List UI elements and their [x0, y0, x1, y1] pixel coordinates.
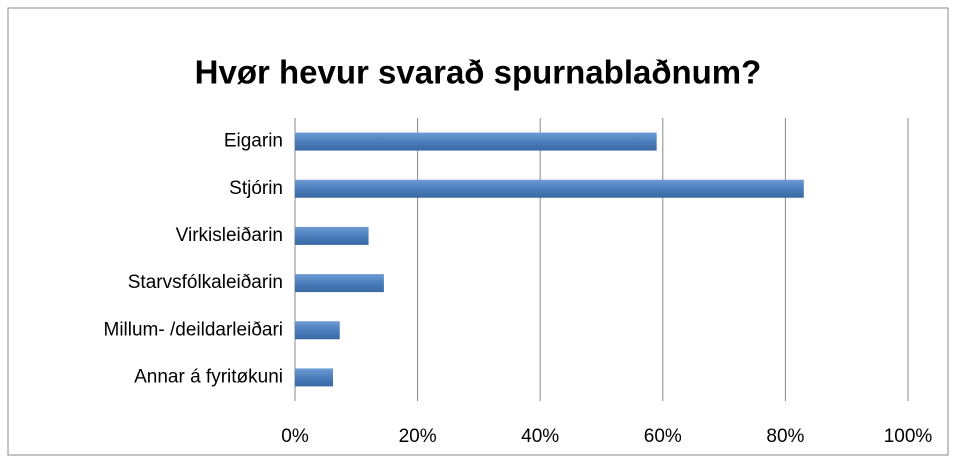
- chart-border: [7, 7, 949, 456]
- bar: [295, 132, 657, 151]
- y-tick-label: Millum- /deildarleiðari: [104, 319, 284, 340]
- x-tick-label: 80%: [766, 426, 804, 447]
- x-tick-label: 0%: [281, 426, 309, 447]
- y-tick-label: Starvsfólkaleiðarin: [128, 272, 283, 293]
- bar: [295, 274, 384, 293]
- bar: [295, 226, 369, 245]
- x-tick-label: 100%: [884, 426, 933, 447]
- y-tick-label: Virkisleiðarin: [176, 225, 283, 246]
- x-tick-label: 40%: [521, 426, 559, 447]
- y-tick-label: Annar á fyritøkuni: [134, 366, 283, 387]
- y-tick-label: Eigarin: [224, 131, 283, 152]
- bar: [295, 321, 340, 340]
- y-tick-label: Stjórin: [229, 178, 283, 199]
- x-tick-label: 20%: [399, 426, 437, 447]
- bar: [295, 179, 804, 198]
- bar: [295, 368, 334, 387]
- x-tick-label: 60%: [644, 426, 682, 447]
- chart-title: Hvør hevur svarað spurnablaðnum?: [195, 54, 762, 91]
